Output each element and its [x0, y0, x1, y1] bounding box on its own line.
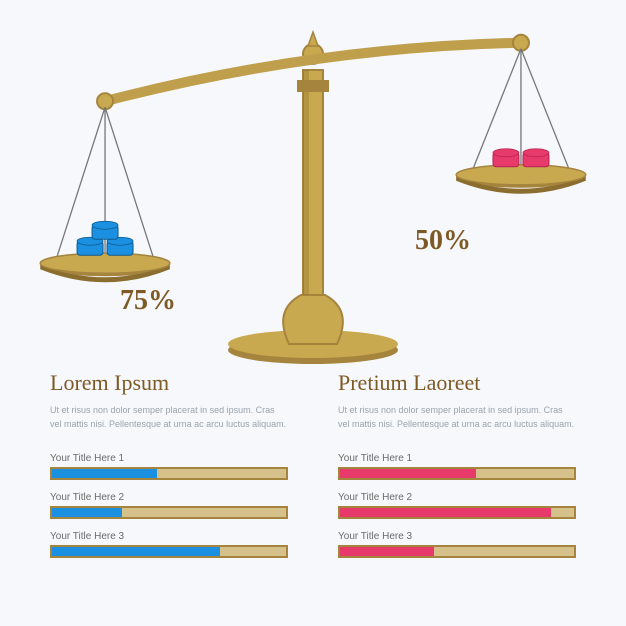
bar-fill	[340, 469, 476, 478]
right-column: Pretium Laoreet Ut et risus non dolor se…	[338, 370, 576, 570]
bar-track	[50, 506, 288, 519]
bar-track	[338, 506, 576, 519]
right-bars: Your Title Here 1 Your Title Here 2 Your T…	[338, 453, 576, 558]
left-column: Lorem Ipsum Ut et risus non dolor semper…	[50, 370, 288, 570]
bar-label: Your Title Here 3	[338, 531, 576, 542]
bar-label: Your Title Here 2	[338, 492, 576, 503]
bar-track	[338, 545, 576, 558]
bar-label: Your Title Here 1	[338, 453, 576, 464]
bar-row: Your Title Here 1	[50, 453, 288, 480]
bar-fill	[52, 508, 122, 517]
bar-track	[50, 545, 288, 558]
balance-scale-graphic: 75% 50%	[0, 0, 626, 370]
bar-track	[50, 467, 288, 480]
bar-fill	[340, 508, 551, 517]
bar-track	[338, 467, 576, 480]
right-percent-label: 50%	[415, 225, 471, 257]
comparison-columns: Lorem Ipsum Ut et risus non dolor semper…	[0, 370, 626, 570]
bar-row: Your Title Here 2	[338, 492, 576, 519]
left-title: Lorem Ipsum	[50, 370, 288, 396]
bar-label: Your Title Here 2	[50, 492, 288, 503]
bar-row: Your Title Here 2	[50, 492, 288, 519]
bar-row: Your Title Here 3	[338, 531, 576, 558]
bar-label: Your Title Here 1	[50, 453, 288, 464]
bar-fill	[340, 547, 434, 556]
right-title: Pretium Laoreet	[338, 370, 576, 396]
bar-fill	[52, 547, 220, 556]
left-desc: Ut et risus non dolor semper placerat in…	[50, 404, 288, 431]
bar-label: Your Title Here 3	[50, 531, 288, 542]
bar-fill	[52, 469, 157, 478]
bar-row: Your Title Here 3	[50, 531, 288, 558]
bar-row: Your Title Here 1	[338, 453, 576, 480]
left-bars: Your Title Here 1 Your Title Here 2 Your T…	[50, 453, 288, 558]
left-percent-label: 75%	[120, 285, 176, 317]
right-desc: Ut et risus non dolor semper placerat in…	[338, 404, 576, 431]
